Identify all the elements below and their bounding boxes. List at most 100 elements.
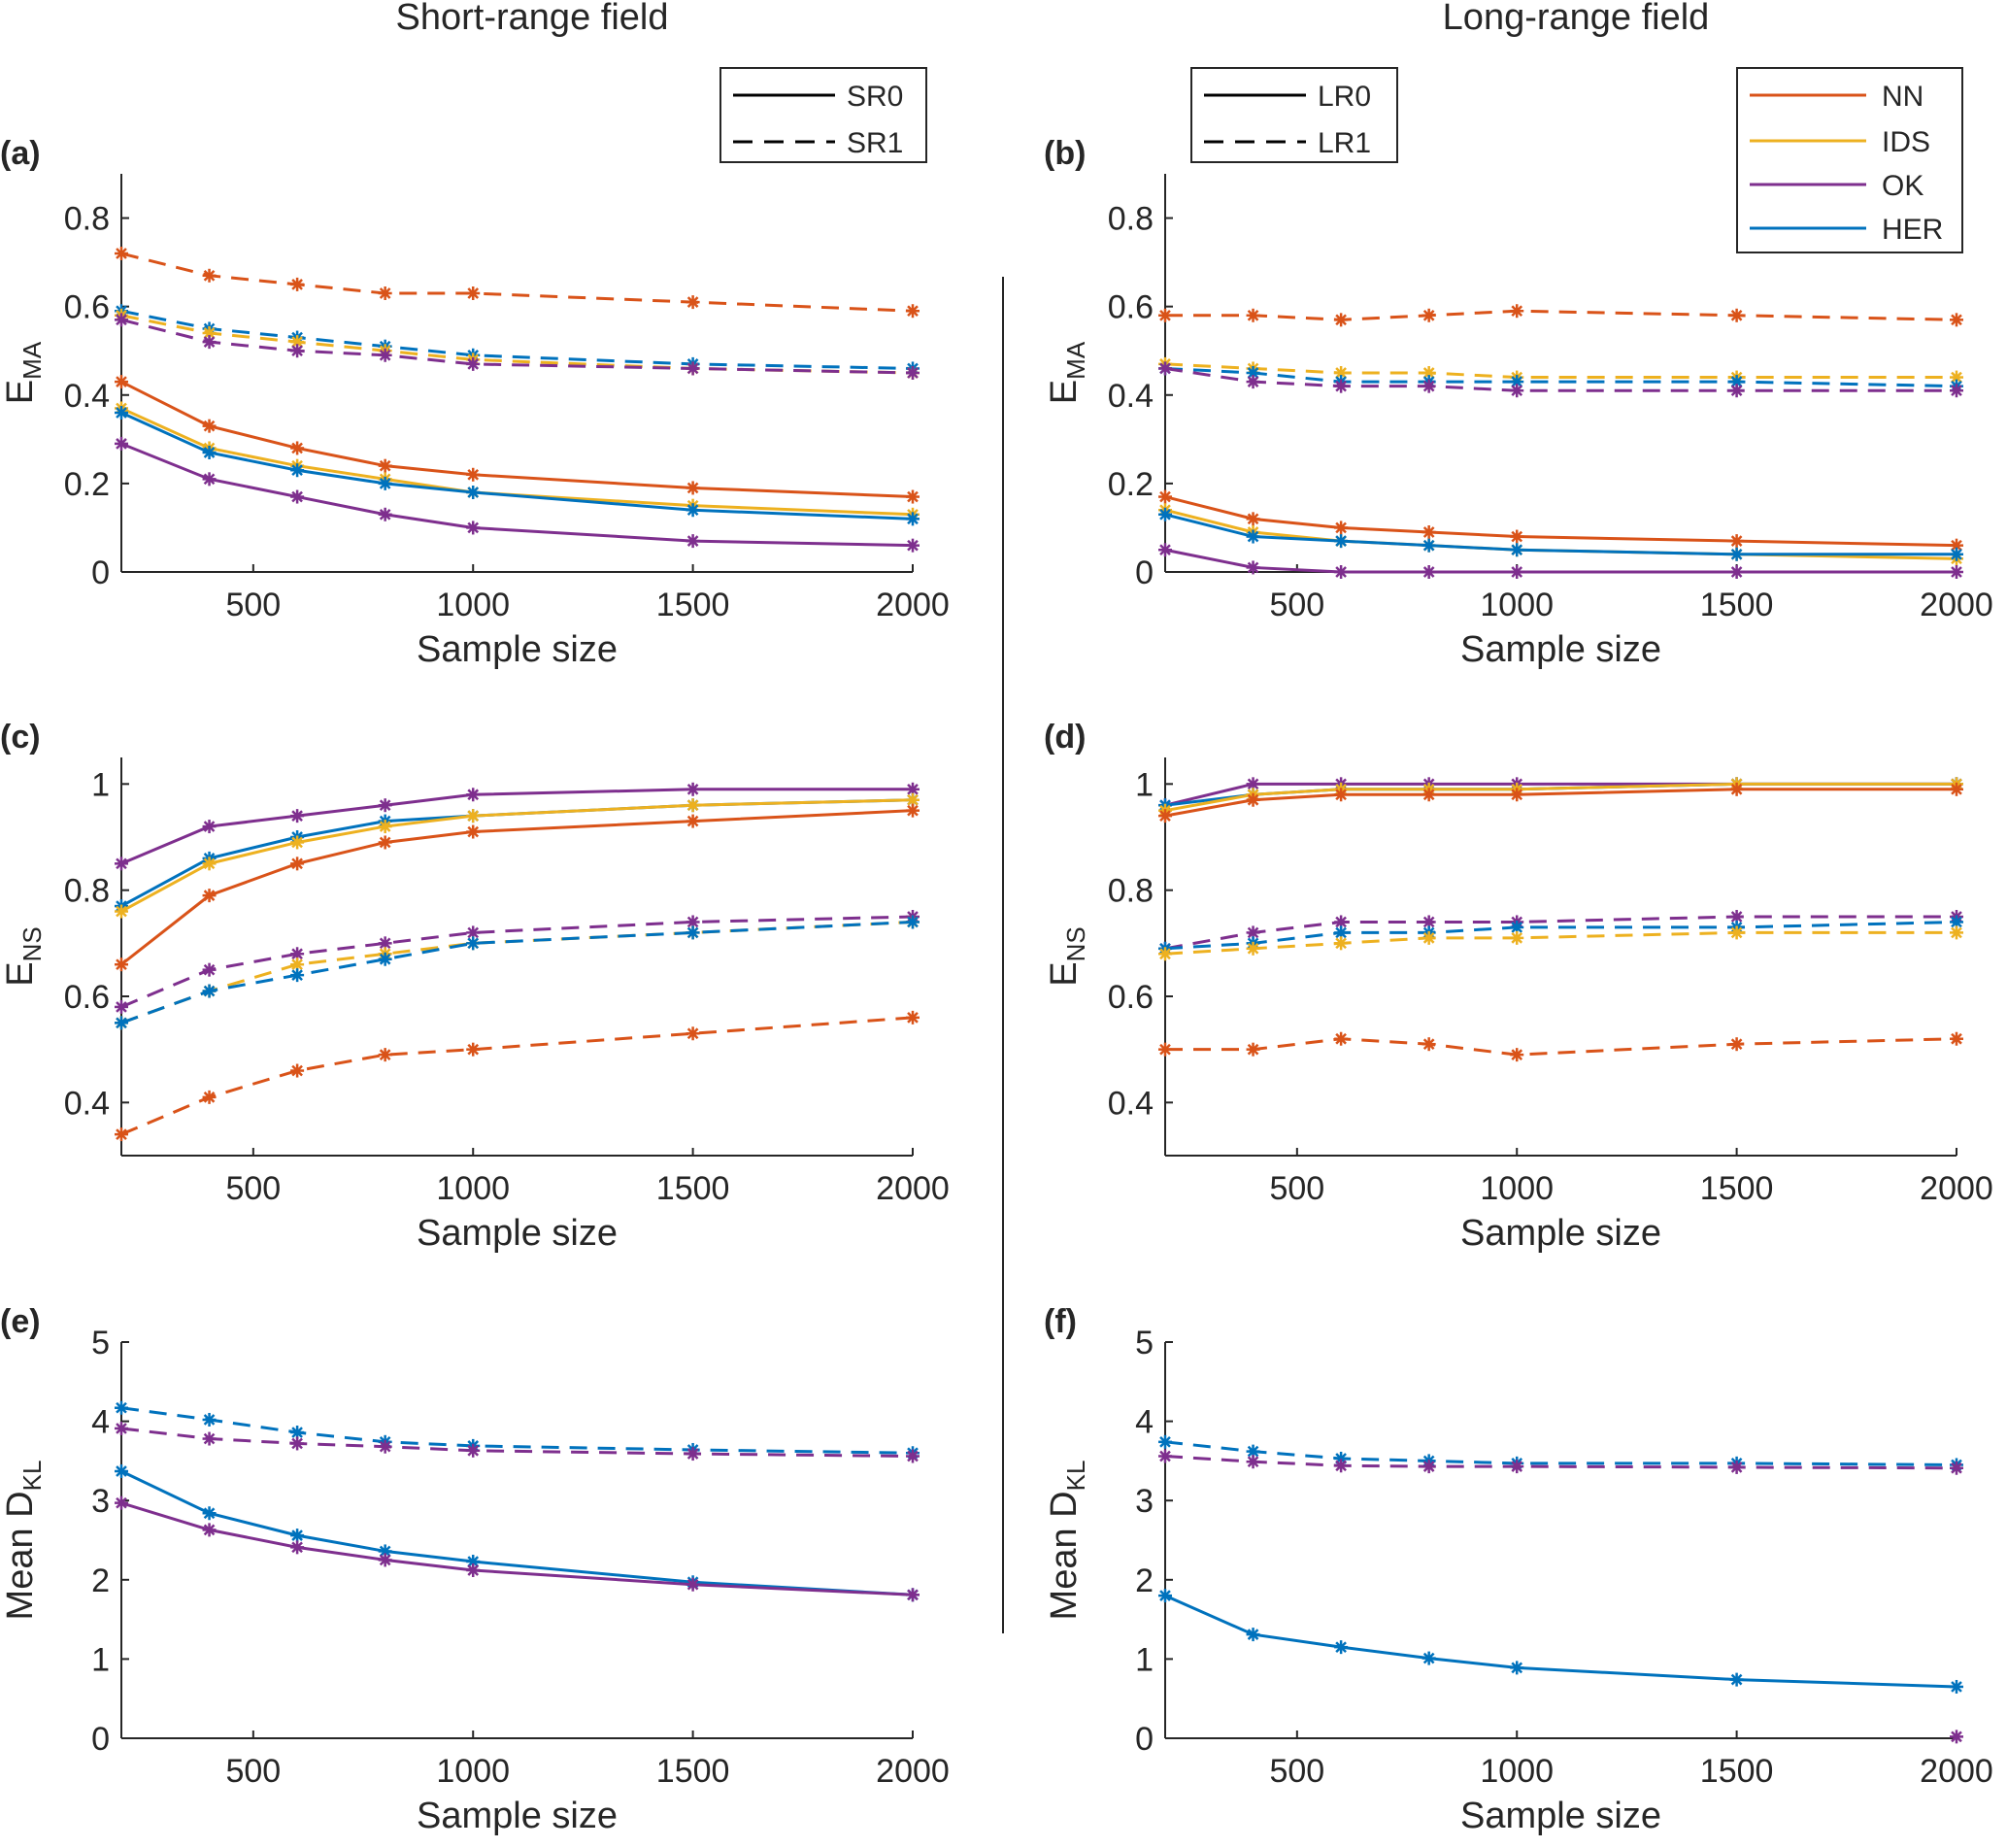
series-line-nn-sr1 bbox=[120, 252, 914, 313]
data-point-ok-sr1 bbox=[202, 335, 217, 350]
x-axis-label: Sample size bbox=[417, 1796, 618, 1836]
x-axis-label: Sample size bbox=[1460, 1796, 1661, 1836]
data-point-nn-lr0 bbox=[1246, 512, 1260, 526]
data-point-ok-lr0 bbox=[1729, 565, 1744, 579]
data-point-ok-sr0 bbox=[115, 1495, 128, 1510]
y-tick-label: 1 bbox=[91, 1641, 110, 1678]
panel-c: (c) 500 1000 1500 2000 0.4 0.6 0.8 1 Sample size E… bbox=[0, 719, 950, 1254]
legend-label-ids: IDS bbox=[1882, 126, 1930, 158]
x-tick-label: 2000 bbox=[876, 1170, 950, 1207]
data-point-her-lr1 bbox=[1158, 1434, 1172, 1449]
data-point-her-sr1 bbox=[202, 984, 217, 998]
data-point-her-lr0 bbox=[1510, 1661, 1524, 1675]
data-point-nn-lr0 bbox=[1334, 521, 1349, 535]
legend-long-range: LR0 LR1 bbox=[1190, 67, 1398, 163]
data-point-ids-lr1 bbox=[1422, 366, 1436, 380]
data-point-her-sr0 bbox=[202, 446, 217, 459]
data-point-ids-lr1 bbox=[1950, 925, 1963, 940]
series-line-her-sr0 bbox=[120, 411, 914, 521]
series-line-her-sr1 bbox=[120, 309, 914, 370]
y-tick-label: 0 bbox=[91, 554, 110, 591]
y-tick-label: 0 bbox=[91, 1721, 110, 1758]
data-point-ids-lr1 bbox=[1158, 947, 1172, 961]
data-point-nn-lr0 bbox=[1334, 788, 1349, 802]
legend-label-nn: NN bbox=[1882, 81, 1923, 113]
data-point-ok-lr1 bbox=[1510, 384, 1524, 398]
y-tick-label: 1 bbox=[1135, 1641, 1154, 1678]
data-point-ok-lr1 bbox=[1729, 384, 1744, 398]
y-tick-label: 1 bbox=[1135, 766, 1154, 803]
data-point-ids-lr1 bbox=[1510, 930, 1524, 945]
data-point-her-sr0 bbox=[466, 1555, 481, 1569]
data-point-ids-sr0 bbox=[686, 798, 700, 813]
data-point-her-lr0 bbox=[1422, 1651, 1436, 1665]
legend-label-ok: OK bbox=[1882, 170, 1923, 202]
legend-methods: NN IDS OK HER bbox=[1736, 67, 1963, 253]
series-line-nn-lr1 bbox=[1165, 309, 1957, 321]
x-tick-label: 500 bbox=[1269, 1753, 1324, 1790]
data-point-ok-sr1 bbox=[202, 1431, 217, 1446]
data-point-nn-lr0 bbox=[1246, 792, 1260, 807]
y-tick-label: 0.8 bbox=[64, 873, 110, 910]
data-point-ok-lr0 bbox=[1246, 560, 1260, 575]
data-point-ok-sr1 bbox=[290, 344, 305, 358]
panel-e: (e) 500 1000 1500 2000 0 1 2 3 4 5 Sample size Mean … bbox=[0, 1303, 950, 1836]
x-tick-label: 2000 bbox=[876, 1753, 950, 1790]
data-point-nn-lr1 bbox=[1729, 1037, 1744, 1052]
data-point-ok-sr0 bbox=[202, 472, 217, 487]
data-point-nn-lr0 bbox=[1510, 788, 1524, 802]
data-point-ok-lr0 bbox=[1158, 543, 1172, 557]
data-point-her-sr0 bbox=[290, 1529, 305, 1543]
data-point-nn-sr0 bbox=[466, 824, 481, 839]
data-point-nn-sr0 bbox=[466, 467, 481, 482]
data-point-nn-sr0 bbox=[686, 814, 700, 828]
y-tick-label: 5 bbox=[1135, 1325, 1154, 1361]
data-point-nn-sr0 bbox=[202, 419, 217, 433]
data-point-ok-sr0 bbox=[290, 809, 305, 823]
data-point-her-lr0 bbox=[1246, 1628, 1260, 1642]
data-point-nn-lr1 bbox=[1510, 304, 1524, 319]
y-tick-label: 0.2 bbox=[1108, 466, 1154, 503]
data-point-ok-sr0 bbox=[378, 798, 392, 813]
data-point-ok-sr1 bbox=[466, 356, 481, 371]
series-line-ok-sr0 bbox=[120, 788, 913, 865]
x-tick-label: 1000 bbox=[436, 1753, 510, 1790]
y-tick-label: 3 bbox=[91, 1483, 110, 1520]
data-point-ok-sr0 bbox=[115, 857, 128, 871]
data-point-ok-sr1 bbox=[115, 999, 128, 1014]
data-point-her-lr0 bbox=[1158, 1589, 1172, 1603]
x-tick-label: 2000 bbox=[1920, 1170, 1993, 1207]
data-point-ok-lr0 bbox=[1246, 777, 1260, 791]
data-point-ok-lr1 bbox=[1158, 1449, 1172, 1463]
x-tick-label: 1000 bbox=[1480, 1170, 1554, 1207]
x-tick-label: 1500 bbox=[1700, 1753, 1774, 1790]
x-tick-label: 2000 bbox=[1920, 587, 1993, 623]
column-title-long-range: Long-range field bbox=[1443, 0, 1710, 38]
data-point-ok-sr0 bbox=[906, 782, 920, 796]
data-point-ids-lr1 bbox=[1422, 930, 1436, 945]
data-point-ok-lr1 bbox=[1950, 384, 1963, 398]
data-point-ids-sr0 bbox=[906, 792, 920, 807]
data-point-her-sr0 bbox=[906, 512, 920, 526]
y-tick-label: 0 bbox=[1135, 1721, 1154, 1758]
series-line-her-sr1 bbox=[120, 920, 914, 1025]
data-point-nn-lr1 bbox=[1422, 1037, 1436, 1052]
x-tick-label: 500 bbox=[1269, 1170, 1324, 1207]
data-point-ok-sr0 bbox=[466, 521, 481, 535]
data-point-nn-sr1 bbox=[290, 277, 305, 291]
data-point-ok-lr1 bbox=[1422, 1460, 1436, 1474]
data-point-nn-lr1 bbox=[1158, 308, 1172, 322]
y-tick-label: 2 bbox=[1135, 1562, 1154, 1599]
data-point-nn-sr0 bbox=[906, 489, 920, 504]
x-tick-label: 1500 bbox=[656, 1170, 730, 1207]
data-point-ok-lr1 bbox=[1334, 379, 1349, 393]
data-point-ok-lr0 bbox=[1510, 565, 1524, 579]
y-axis-label: Mean DKL bbox=[0, 1461, 47, 1621]
data-point-her-sr0 bbox=[686, 503, 700, 518]
data-point-nn-lr1 bbox=[1246, 1042, 1260, 1057]
series-line-her-lr1 bbox=[1164, 1440, 1957, 1466]
y-tick-label: 4 bbox=[1135, 1404, 1154, 1441]
panel-label: (b) bbox=[1044, 135, 1086, 172]
y-tick-label: 5 bbox=[91, 1325, 110, 1361]
